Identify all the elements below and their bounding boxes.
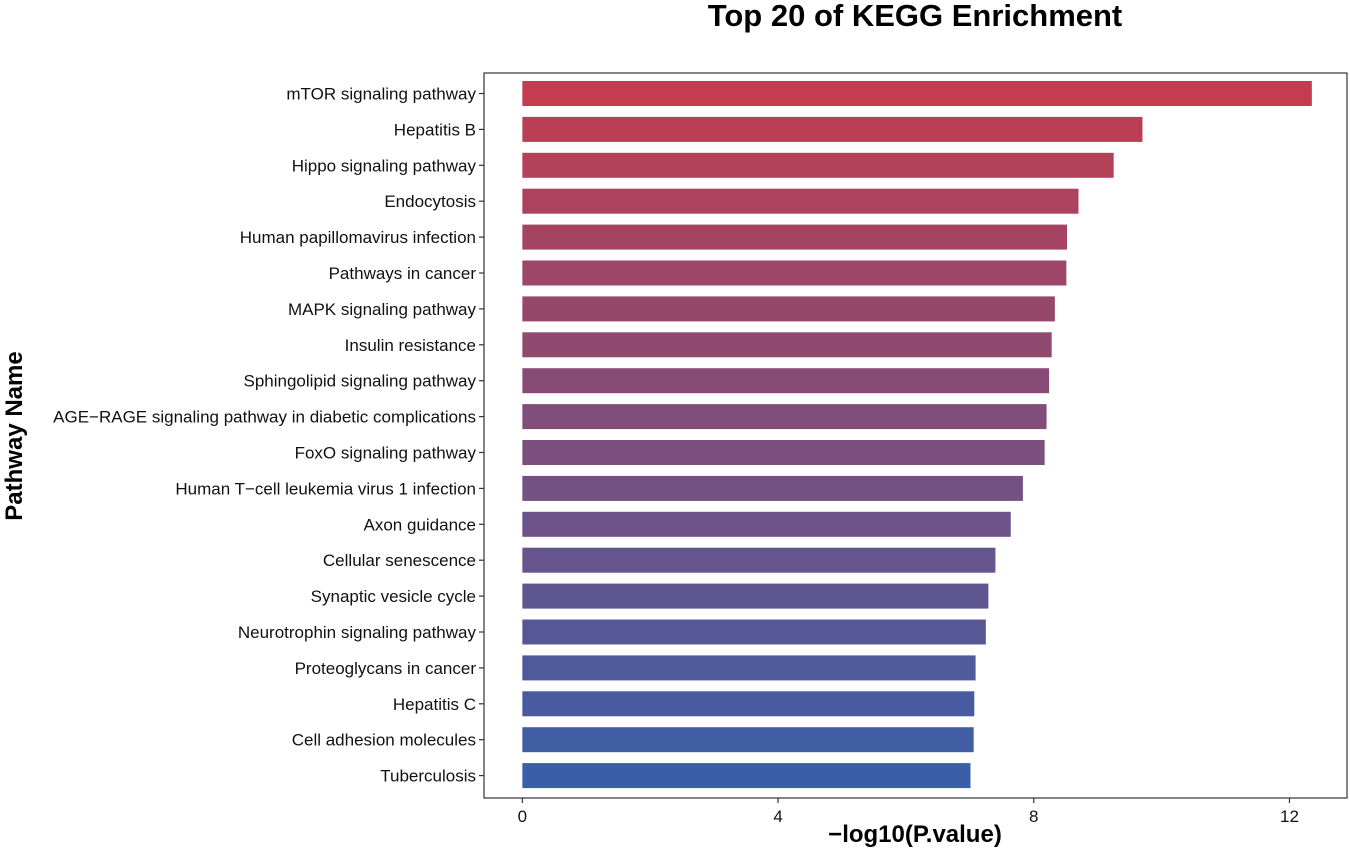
y-tick-label: mTOR signaling pathway [286,85,476,104]
y-tick-label: Neurotrophin signaling pathway [238,623,477,642]
x-axis: 0 4 8 12 [518,798,1299,826]
bar [522,404,1047,430]
y-axis: mTOR signaling pathway Hepatitis B Hippo s… [53,85,484,786]
y-tick-label: Cellular senescence [323,551,476,570]
bar [522,475,1023,501]
y-tick-label: Endocytosis [384,192,476,211]
y-tick-label: Insulin resistance [345,336,476,355]
y-tick-label: Hepatitis C [393,695,476,714]
bar [522,368,1050,394]
y-tick-label: Human T−cell leukemia virus 1 infection [175,479,476,498]
bar [522,296,1055,322]
bar [522,655,976,681]
bars-layer [522,81,1312,789]
y-tick-label: AGE−RAGE signaling pathway in diabetic c… [53,408,476,427]
y-tick-label: Hepatitis B [394,120,476,139]
y-tick-label: FoxO signaling pathway [295,444,477,463]
y-tick-label: Tuberculosis [380,767,476,786]
bar [522,81,1312,106]
bar [522,440,1045,465]
bar [522,224,1068,250]
y-tick-label: Hippo signaling pathway [292,156,477,175]
bar [522,763,971,789]
bar [522,511,1011,537]
bar [522,691,975,717]
y-axis-title: Pathway Name [1,351,28,520]
x-tick-label: 0 [518,807,527,826]
bar [522,116,1143,142]
bar [522,583,989,609]
x-tick-label: 8 [1029,807,1038,826]
y-tick-label: Sphingolipid signaling pathway [244,372,477,391]
x-tick-label: 4 [773,807,782,826]
plot-frame [483,72,1348,799]
y-tick-label: Human papillomavirus infection [240,228,476,247]
y-tick-label: Proteoglycans in cancer [295,659,477,678]
y-tick-label: Pathways in cancer [329,264,477,283]
bar [522,152,1114,178]
x-axis-title: −log10(P.value) [828,821,1002,848]
x-tick-label: 12 [1280,807,1299,826]
bar [522,188,1079,214]
y-tick-label: Axon guidance [364,515,476,534]
y-tick-label: Synaptic vesicle cycle [311,587,476,606]
bar [522,727,974,753]
y-tick-label: MAPK signaling pathway [288,300,477,319]
bar [522,619,986,645]
chart-title: Top 20 of KEGG Enrichment [708,0,1123,33]
bar [522,332,1052,358]
bar [522,547,996,573]
y-tick-label: Cell adhesion molecules [292,731,476,750]
bar [522,260,1067,286]
